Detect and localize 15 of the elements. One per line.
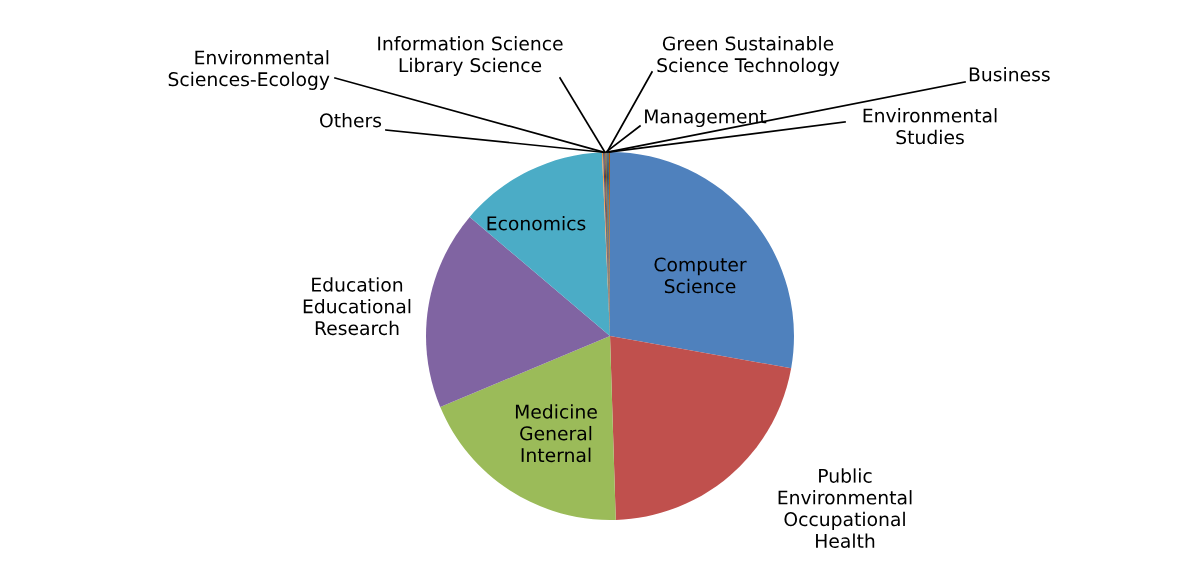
pie-slice: [469, 152, 610, 336]
slice-label: Others: [320, 112, 382, 128]
slice-label: Economics: [487, 215, 586, 231]
slice-label: Green Sustainable Science Technology: [657, 36, 840, 76]
slice-label: Business: [969, 66, 1050, 82]
slice-label: Environmental Studies: [863, 108, 997, 145]
slice-label: Management: [645, 109, 767, 128]
slice-label: Medicine General Internal: [515, 404, 597, 463]
slice-label: Education Educational Research: [303, 277, 411, 336]
slice-label: Computer Science: [654, 257, 747, 294]
pie-slice: [440, 336, 616, 520]
slice-label: Public Environmental Occupational Health: [778, 468, 912, 548]
pie-slice: [610, 152, 794, 369]
slice-label: Environmental Sciences-Ecology: [168, 50, 330, 90]
slice-label: Information Science Library Science: [378, 36, 563, 76]
